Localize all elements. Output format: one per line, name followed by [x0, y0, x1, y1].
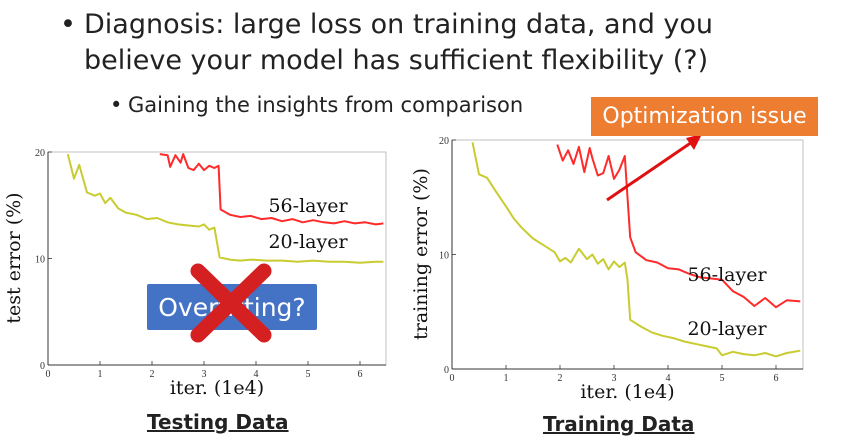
y-axis-label: training error (%) — [410, 168, 432, 340]
y-tick-label: 20 — [439, 136, 449, 147]
x-tick-label: 1 — [98, 369, 103, 380]
testing-data-caption: Testing Data — [147, 410, 289, 434]
x-tick-label: 4 — [666, 373, 671, 384]
callout-arrow-head — [686, 134, 702, 150]
y-tick-label: 0 — [40, 361, 45, 372]
sub-bullet-dot: • — [110, 93, 123, 117]
x-axis-label: iter. (1e4) — [170, 377, 264, 399]
x-tick-label: 3 — [612, 373, 617, 384]
callout-arrow-line — [606, 138, 696, 202]
training-error-chart: 0 1 2 3 4 5 6 0 10 20 iter. (1e4) training error (%… — [410, 136, 804, 403]
x-tick-label: 6 — [774, 373, 779, 384]
y-tick-label: 10 — [439, 251, 449, 262]
series-label: 20-layer — [687, 318, 767, 340]
test-error-chart: 0 1 2 3 4 5 6 0 10 20 iter. (1e4) test error (%) 56-… — [3, 148, 387, 399]
x-axis-label: iter. (1e4) — [580, 381, 674, 403]
training-data-caption: Training Data — [543, 412, 695, 436]
y-tick-label: 0 — [444, 365, 449, 376]
callout-arrow — [606, 134, 702, 202]
x-tick-label: 5 — [720, 373, 725, 384]
x-tick-label: 0 — [46, 369, 51, 380]
series-line-20-layer — [66, 153, 384, 264]
y-tick-label: 20 — [35, 148, 45, 159]
x-tick-label: 2 — [150, 369, 155, 380]
series-label: 56-layer — [687, 264, 767, 286]
x-tick-label: 2 — [558, 373, 563, 384]
y-axis-label: test error (%) — [3, 192, 25, 323]
series-line-20-layer — [471, 142, 801, 358]
x-tick-label: 0 — [450, 373, 455, 384]
series-line-56-layer — [556, 144, 801, 309]
series-label: 20-layer — [268, 231, 348, 253]
x-tick-label: 4 — [254, 369, 259, 380]
x-tick-label: 1 — [504, 373, 509, 384]
bullet-dot: • — [60, 9, 76, 40]
optimization-issue-callout: Optimization issue — [591, 97, 818, 136]
x-tick-label: 5 — [306, 369, 311, 380]
x-tick-label: 6 — [358, 369, 363, 380]
x-tick-label: 3 — [202, 369, 207, 380]
sub-bullet-text: Gaining the insights from comparison — [128, 93, 524, 117]
series-label: 56-layer — [268, 195, 348, 217]
x-icon — [190, 263, 272, 343]
bullet-line-2: believe your model has sufficient flexib… — [84, 45, 709, 76]
series-line-56-layer — [159, 153, 384, 226]
y-tick-label: 10 — [35, 255, 45, 266]
bullet-line-1: Diagnosis: large loss on training data, … — [84, 9, 714, 40]
